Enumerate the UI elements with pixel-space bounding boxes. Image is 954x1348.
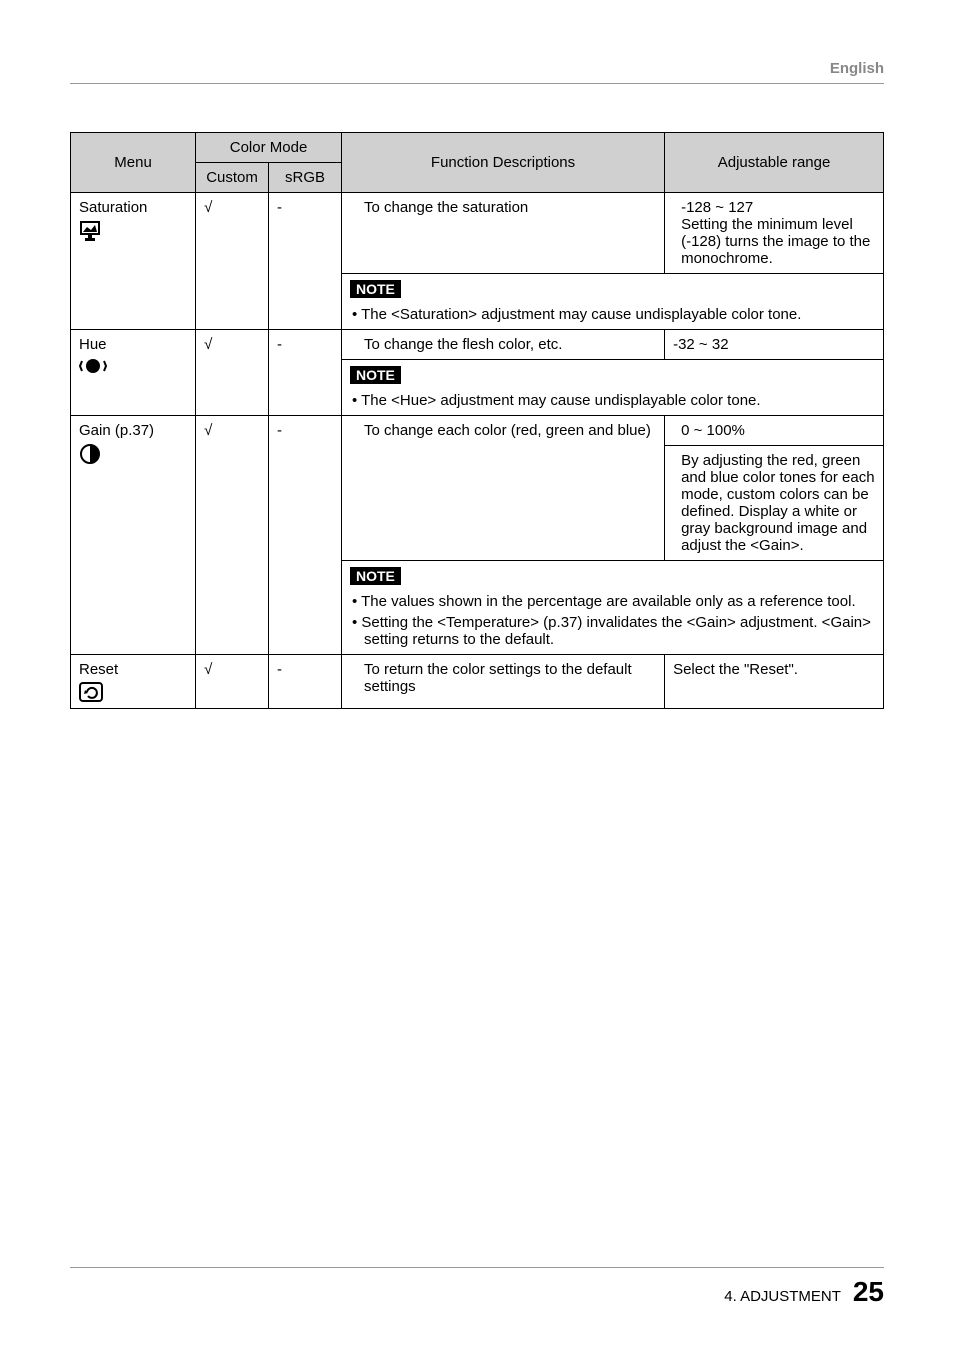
footer-section: 4. ADJUSTMENT (724, 1288, 840, 1305)
cell-range: -32 ~ 32 (665, 330, 884, 360)
cell-custom: √ (196, 193, 269, 330)
cell-func: To change each color (red, green and blu… (350, 422, 656, 439)
table-row: Saturation √ - To change the saturation … (71, 193, 884, 274)
cell-func: To change the saturation (350, 199, 656, 216)
reset-icon (79, 682, 103, 702)
table-row: Gain (p.37) √ - To change each color (re… (71, 416, 884, 446)
th-srgb: sRGB (269, 163, 342, 193)
cell-custom: √ (196, 655, 269, 709)
saturation-icon (79, 220, 105, 242)
row-label: Reset (79, 661, 118, 678)
language-label: English (70, 60, 884, 84)
hue-icon (79, 357, 107, 375)
adjustment-table: Menu Color Mode Function Descriptions Ad… (70, 132, 884, 709)
note-text: The <Hue> adjustment may cause undisplay… (350, 392, 875, 409)
note-badge: NOTE (350, 567, 401, 585)
cell-func: To change the flesh color, etc. (350, 336, 656, 353)
note-text: The values shown in the percentage are a… (350, 593, 875, 610)
cell-srgb: - (269, 655, 342, 709)
row-label: Gain (p.37) (79, 422, 154, 439)
footer-page: 25 (853, 1276, 884, 1307)
cell-range: Select the "Reset". (665, 655, 884, 709)
table-row: Reset √ - To return the color settings t… (71, 655, 884, 709)
gain-icon (79, 443, 101, 465)
note-badge: NOTE (350, 366, 401, 384)
th-colormode: Color Mode (196, 133, 342, 163)
th-custom: Custom (196, 163, 269, 193)
page-footer: 4. ADJUSTMENT 25 (70, 1267, 884, 1308)
row-label: Saturation (79, 199, 147, 216)
th-func: Function Descriptions (341, 133, 664, 193)
note-text: Setting the <Temperature> (p.37) invalid… (350, 614, 875, 648)
th-range: Adjustable range (665, 133, 884, 193)
cell-custom: √ (196, 330, 269, 416)
note-badge: NOTE (350, 280, 401, 298)
cell-srgb: - (269, 416, 342, 655)
cell-range-b: By adjusting the red, green and blue col… (673, 452, 875, 554)
cell-custom: √ (196, 416, 269, 655)
table-row: Hue √ - To change the flesh color, etc. … (71, 330, 884, 360)
cell-func: To return the color settings to the defa… (350, 661, 656, 695)
row-label: Hue (79, 336, 107, 353)
cell-range-a: 0 ~ 100% (673, 422, 875, 439)
th-menu: Menu (71, 133, 196, 193)
cell-srgb: - (269, 193, 342, 330)
note-text: The <Saturation> adjustment may cause un… (350, 306, 875, 323)
cell-range: -128 ~ 127 Setting the minimum level (-1… (673, 199, 875, 267)
cell-srgb: - (269, 330, 342, 416)
